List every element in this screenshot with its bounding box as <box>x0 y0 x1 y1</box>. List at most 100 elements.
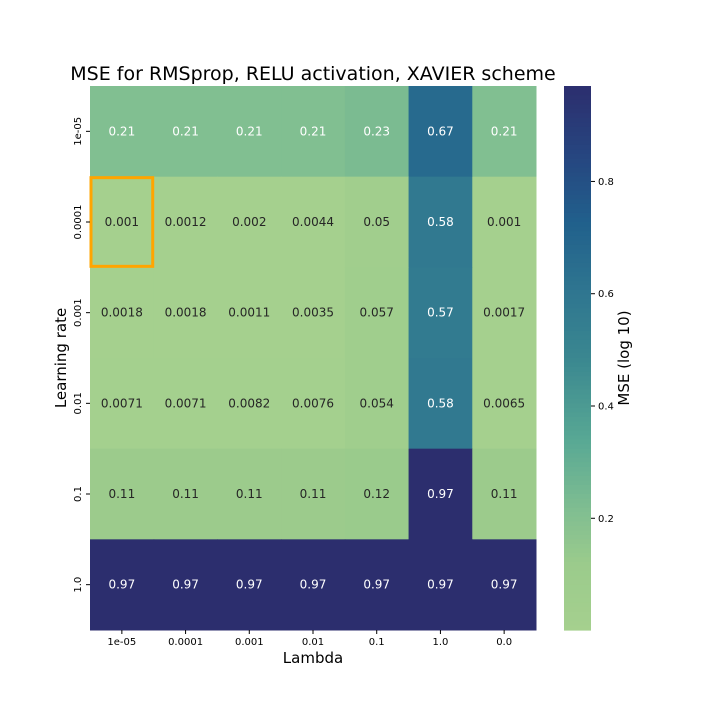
colorbar-segment <box>564 190 591 196</box>
cell-value-label: 0.11 <box>108 487 135 501</box>
colorbar-segment <box>564 104 591 110</box>
x-axis-label: Lambda <box>283 649 343 667</box>
heatmap-cell <box>90 539 155 631</box>
heatmap-cell <box>472 86 537 178</box>
heatmap-cell <box>217 86 282 178</box>
colorbar-segment <box>564 203 591 209</box>
colorbar-segment <box>564 426 591 432</box>
colorbar-segment <box>564 212 591 219</box>
cell-value-label: 0.23 <box>363 124 390 138</box>
heatmap-cell <box>408 358 473 450</box>
heatmap-cell <box>472 267 537 359</box>
colorbar-segment <box>564 367 591 373</box>
colorbar-segment <box>564 548 591 554</box>
heatmap-cell <box>408 539 473 631</box>
cell-value-label: 0.21 <box>172 124 199 138</box>
cell-value-label: 0.97 <box>300 578 327 592</box>
colorbar-segment <box>564 353 591 359</box>
x-tick-label: 0.1 <box>369 637 385 648</box>
heatmap-cell <box>472 448 537 540</box>
heatmap-cell <box>281 448 346 540</box>
colorbar-label: MSE (log 10) <box>615 310 633 405</box>
cell-value-label: 0.57 <box>427 306 454 320</box>
colorbar-segment <box>564 149 591 155</box>
cell-value-label: 0.97 <box>108 578 135 592</box>
cell-value-label: 0.002 <box>232 215 266 229</box>
y-tick-label: 0.0001 <box>73 205 84 240</box>
colorbar-segment <box>564 117 591 123</box>
colorbar-segment <box>564 416 591 423</box>
heatmap-cell <box>344 267 410 359</box>
colorbar-segment <box>564 86 591 92</box>
cell-value-label: 0.58 <box>427 396 454 410</box>
colorbar-segment <box>564 90 591 96</box>
colorbar-segment <box>564 516 591 522</box>
cell-value-label: 0.0018 <box>101 306 143 320</box>
cell-value-label: 0.0082 <box>228 396 270 410</box>
y-tick-label: 0.001 <box>73 298 84 327</box>
colorbar-segment <box>564 194 591 200</box>
colorbar-segment <box>564 253 591 259</box>
cell-value-label: 0.0012 <box>165 215 207 229</box>
colorbar-segment <box>564 480 591 486</box>
colorbar-segment <box>564 466 591 472</box>
colorbar-segment <box>564 398 591 404</box>
heatmap-cell <box>408 448 473 540</box>
y-tick-label: 1.0 <box>73 577 84 593</box>
colorbar-segment <box>564 620 591 627</box>
cell-value-label: 0.001 <box>487 215 521 229</box>
cell-value-label: 0.0071 <box>165 396 207 410</box>
cell-value-label: 0.11 <box>491 487 518 501</box>
colorbar-segment <box>564 521 591 527</box>
cell-value-label: 0.0017 <box>483 306 525 320</box>
cell-value-label: 0.001 <box>105 215 139 229</box>
cell-value-label: 0.0065 <box>483 396 525 410</box>
colorbar-segment <box>564 330 591 336</box>
colorbar-tick-label: 0.8 <box>598 177 614 188</box>
colorbar-segment <box>564 226 591 232</box>
colorbar-segment <box>564 158 591 164</box>
colorbar-segment <box>564 602 591 608</box>
colorbar-segment <box>564 99 591 105</box>
colorbar-segment <box>564 262 591 268</box>
colorbar-segment <box>564 276 591 282</box>
colorbar-segment <box>564 525 591 531</box>
colorbar-segment <box>564 412 591 418</box>
colorbar-segment <box>564 144 591 151</box>
colorbar-segment <box>564 571 591 577</box>
colorbar-segment <box>564 512 591 518</box>
colorbar-segment <box>564 294 591 300</box>
colorbar-segment <box>564 181 591 187</box>
heatmap-cell <box>344 448 410 540</box>
colorbar-segment <box>564 625 591 631</box>
heatmap-cell <box>153 267 218 359</box>
colorbar-segment <box>564 543 591 549</box>
heatmap-cell <box>281 358 346 450</box>
colorbar-segment <box>564 407 591 413</box>
colorbar-segment <box>564 589 591 595</box>
heatmap-cells: 0.21 0.21 0.21 0.21 0.23 0.67 0.21 0.001 0.0012 0… <box>89 86 537 631</box>
y-tick-label: 0.01 <box>73 392 84 414</box>
colorbar-segment <box>564 280 591 287</box>
colorbar-segment <box>564 503 591 509</box>
cell-value-label: 0.97 <box>236 578 263 592</box>
y-tick-label: 0.1 <box>73 486 84 502</box>
colorbar-segment <box>564 453 591 459</box>
colorbar-segment <box>564 299 591 305</box>
colorbar-segment <box>564 339 591 345</box>
heatmap-cell <box>408 176 473 268</box>
colorbar-segment <box>564 439 591 445</box>
colorbar-segment <box>564 385 591 391</box>
cell-value-label: 0.21 <box>108 124 135 138</box>
heatmap-cell <box>153 358 218 450</box>
cell-value-label: 0.057 <box>360 306 394 320</box>
colorbar-segment <box>564 235 591 241</box>
colorbar-segment <box>564 167 591 173</box>
colorbar-segment <box>564 267 591 273</box>
colorbar-segment <box>564 185 591 191</box>
heatmap-cell <box>90 358 155 450</box>
colorbar-tick-label: 0.6 <box>598 289 614 300</box>
colorbar-segment <box>564 389 591 395</box>
colorbar-segment <box>564 557 591 563</box>
colorbar-segment <box>564 534 591 540</box>
